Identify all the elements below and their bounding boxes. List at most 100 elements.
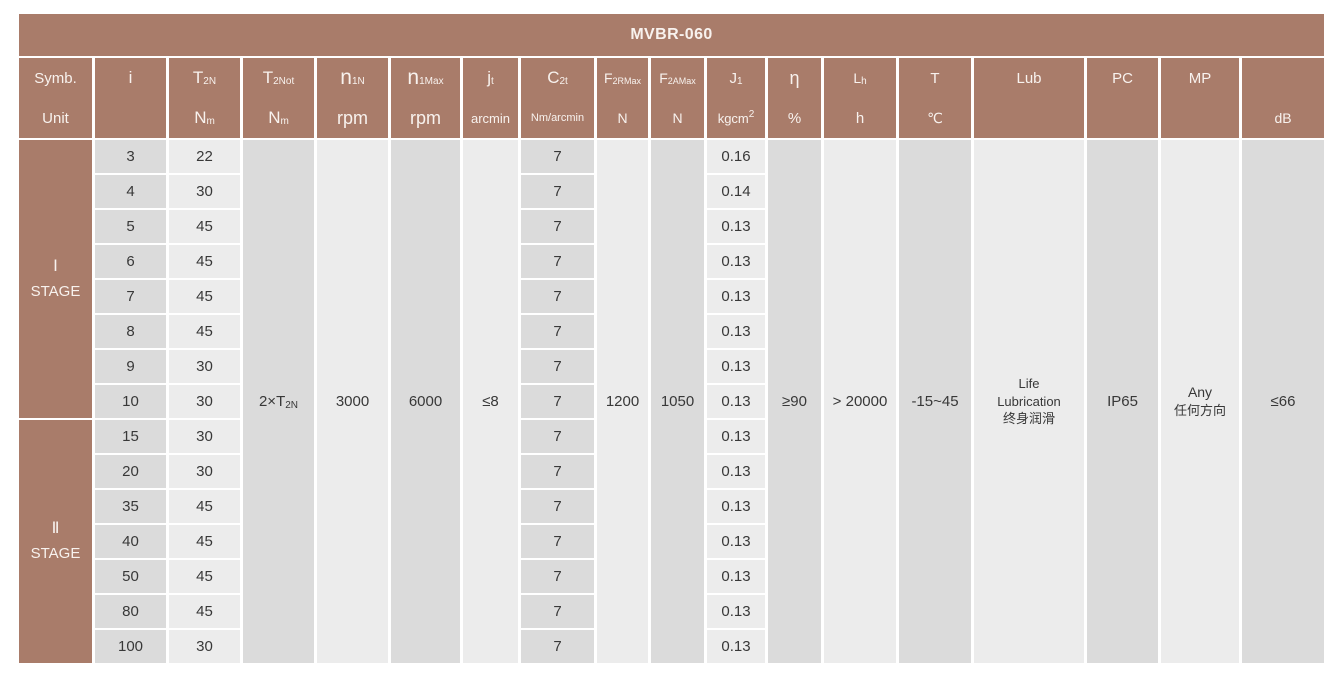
header-cell-db: dB: [1242, 58, 1324, 138]
header-cell-eta: η %: [768, 58, 821, 138]
stage-1-word: STAGE: [30, 282, 81, 300]
table-row: 6 45 7 0.13: [19, 245, 1324, 278]
cell-i: 50: [95, 560, 166, 593]
header-cell-c2t: C 2t Nm/arcmin: [521, 58, 594, 138]
cell-t2n: 45: [169, 490, 240, 523]
cell-c2t: 7: [521, 280, 594, 313]
stage-2-cell: Ⅱ STAGE: [19, 420, 92, 663]
cell-t2n: 45: [169, 280, 240, 313]
cell-c2t: 7: [521, 490, 594, 523]
merged-cell-n1max: 6000: [391, 140, 460, 663]
cell-j1: 0.13: [707, 245, 765, 278]
cell-i: 7: [95, 280, 166, 313]
cell-j1: 0.13: [707, 455, 765, 488]
cell-t2n: 45: [169, 560, 240, 593]
cell-c2t: 7: [521, 315, 594, 348]
table-row: 9 30 7 0.13: [19, 350, 1324, 383]
cell-t2n: 45: [169, 315, 240, 348]
cell-j1: 0.13: [707, 350, 765, 383]
cell-i: 9: [95, 350, 166, 383]
header-cell-pc: PC: [1087, 58, 1158, 138]
header-cell-n1n: n 1N rpm: [317, 58, 388, 138]
cell-i: 20: [95, 455, 166, 488]
merged-cell-lub: Life Lubrication 终身润滑: [974, 140, 1084, 663]
merged-cell-f2amax: 1050: [651, 140, 704, 663]
stage-2-numeral: Ⅱ: [51, 520, 60, 538]
table-row: 100 30 7 0.13: [19, 630, 1324, 663]
table-row: 50 45 7 0.13: [19, 560, 1324, 593]
stage-1-cell: Ⅰ STAGE: [19, 140, 92, 418]
cell-i: 4: [95, 175, 166, 208]
cell-t2n: 22: [169, 140, 240, 173]
cell-j1: 0.13: [707, 210, 765, 243]
table-row: Ⅱ STAGE 15 30 7 0.13: [19, 420, 1324, 663]
cell-i: 10: [95, 385, 166, 418]
cell-j1: 0.16: [707, 140, 765, 173]
cell-t2n: 30: [169, 630, 240, 663]
header-cell-f2rmax: F 2RMax N: [597, 58, 648, 138]
table-row: 8 45 7 0.13: [19, 315, 1324, 348]
header-cell-i: i: [95, 58, 166, 138]
table-row: 80 45 7 0.13: [19, 595, 1324, 628]
cell-t2n: 45: [169, 210, 240, 243]
merged-cell-f2rmax: 1200: [597, 140, 648, 663]
cell-i: 3: [95, 140, 166, 173]
header-cell-f2amax: F 2AMax N: [651, 58, 704, 138]
cell-j1: 0.13: [707, 525, 765, 558]
merged-cell-eta: ≥90: [768, 140, 821, 663]
table-row: 10 30 7 0.13: [19, 385, 1324, 418]
cell-t2n: 30: [169, 420, 240, 453]
merged-cell-db: ≤66: [1242, 140, 1324, 663]
cell-i: 6: [95, 245, 166, 278]
cell-i: 35: [95, 490, 166, 523]
table-title: MVBR-060: [19, 14, 1324, 56]
table-row: 4 30 7 0.14: [19, 175, 1324, 208]
cell-j1: 0.13: [707, 630, 765, 663]
cell-c2t: 7: [521, 595, 594, 628]
merged-cell-pc: IP65: [1087, 140, 1158, 663]
unit-label: Unit: [42, 109, 69, 127]
cell-t2n: 30: [169, 350, 240, 383]
cell-c2t: 7: [521, 525, 594, 558]
cell-c2t: 7: [521, 245, 594, 278]
merged-cell-t: -15~45: [899, 140, 971, 663]
merged-cell-mp: Any 任何方向: [1161, 140, 1239, 663]
cell-i: 80: [95, 595, 166, 628]
cell-c2t: 7: [521, 560, 594, 593]
cell-i: 5: [95, 210, 166, 243]
table-row: Ⅰ STAGE 3 22 2×T2N 3000 6000 ≤8 7 1200 1…: [19, 140, 1324, 663]
cell-c2t: 7: [521, 630, 594, 663]
merged-cell-t2not: 2×T2N: [243, 140, 314, 663]
cell-c2t: 7: [521, 210, 594, 243]
cell-c2t: 7: [521, 420, 594, 453]
cell-c2t: 7: [521, 350, 594, 383]
title-row: MVBR-060: [19, 14, 1324, 56]
cell-j1: 0.13: [707, 420, 765, 453]
header-cell-t: T ℃: [899, 58, 971, 138]
cell-j1: 0.13: [707, 315, 765, 348]
table-row: 20 30 7 0.13: [19, 455, 1324, 488]
table-row: 35 45 7 0.13: [19, 490, 1324, 523]
stage-1-numeral: Ⅰ: [53, 257, 58, 275]
cell-j1: 0.13: [707, 385, 765, 418]
merged-cell-n1n: 3000: [317, 140, 388, 663]
symb-label: Symb.: [34, 69, 77, 87]
cell-j1: 0.13: [707, 560, 765, 593]
cell-t2n: 45: [169, 525, 240, 558]
header-cell-mp: MP: [1161, 58, 1239, 138]
cell-t2n: 30: [169, 175, 240, 208]
cell-c2t: 7: [521, 140, 594, 173]
cell-t2n: 30: [169, 455, 240, 488]
merged-cell-jt: ≤8: [463, 140, 518, 663]
cell-t2n: 45: [169, 245, 240, 278]
header-cell-lub: Lub: [974, 58, 1084, 138]
table-row: 40 45 7 0.13: [19, 525, 1324, 558]
cell-j1: 0.14: [707, 175, 765, 208]
